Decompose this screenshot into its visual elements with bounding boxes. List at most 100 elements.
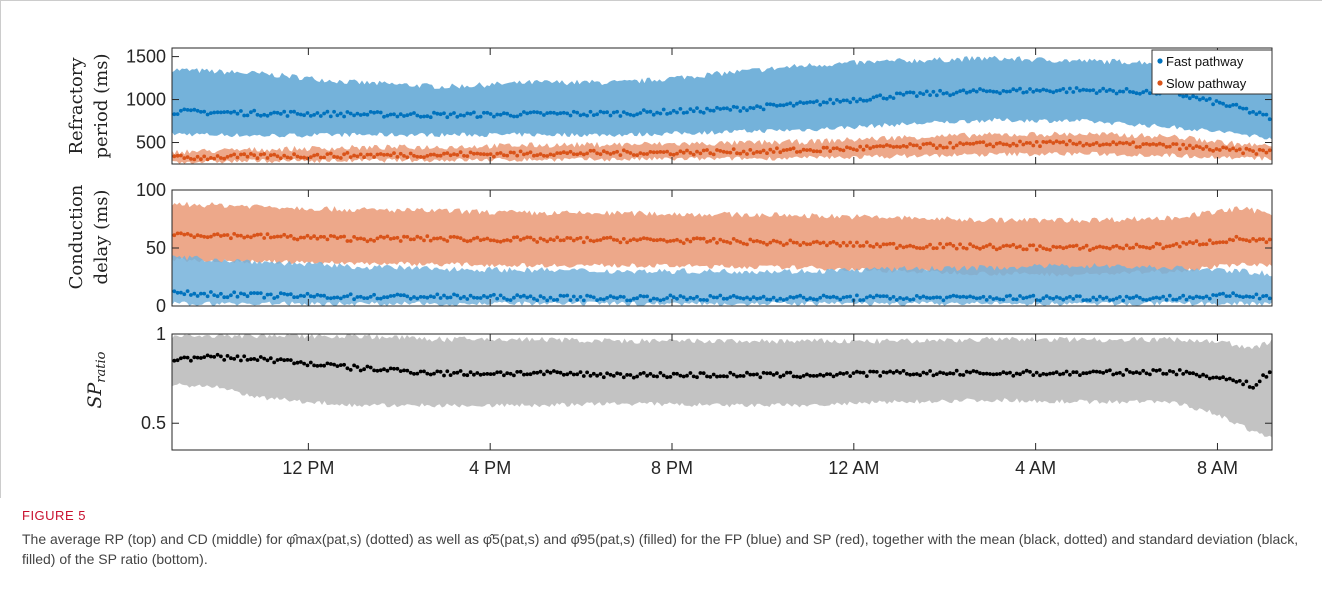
marker-p2-fast-pathway <box>1167 293 1172 298</box>
marker-p1-fast-pathway <box>858 97 863 102</box>
marker-p2-slow-pathway <box>778 240 783 245</box>
marker-p1-fast-pathway <box>338 111 343 116</box>
marker-p2-fast-pathway <box>1221 291 1225 296</box>
marker-p2-fast-pathway <box>252 291 257 295</box>
marker-p2-fast-pathway <box>405 294 410 299</box>
marker-p2-fast-pathway <box>575 297 580 302</box>
marker-p3-sp-ratio <box>478 372 483 377</box>
marker-p3-sp-ratio <box>402 368 406 373</box>
marker-p1-slow-pathway <box>365 152 370 157</box>
marker-p1-fast-pathway <box>1237 105 1242 110</box>
marker-p1-slow-pathway <box>438 153 443 158</box>
marker-p2-fast-pathway <box>1041 296 1046 301</box>
marker-p1-fast-pathway <box>761 107 766 112</box>
marker-p3-sp-ratio <box>718 374 723 379</box>
marker-p1-slow-pathway <box>1167 144 1172 149</box>
marker-p1-slow-pathway <box>681 150 686 155</box>
marker-p1-slow-pathway <box>781 148 786 153</box>
marker-p2-slow-pathway <box>212 232 217 237</box>
marker-p1-slow-pathway <box>1021 142 1026 147</box>
marker-p2-fast-pathway <box>625 298 629 303</box>
marker-p1-slow-pathway <box>941 145 946 150</box>
marker-p1-fast-pathway <box>608 113 613 118</box>
marker-p1-fast-pathway <box>961 88 966 93</box>
marker-p1-fast-pathway <box>1071 90 1076 94</box>
marker-p1-fast-pathway <box>1118 89 1122 94</box>
marker-p2-slow-pathway <box>415 234 420 239</box>
marker-p2-fast-pathway <box>435 292 440 297</box>
marker-p2-slow-pathway <box>635 238 639 243</box>
marker-p2-fast-pathway <box>495 296 500 301</box>
marker-p3-sp-ratio <box>1014 371 1019 376</box>
marker-p1-slow-pathway <box>1201 147 1205 151</box>
marker-p1-slow-pathway <box>718 149 723 153</box>
marker-p1-fast-pathway <box>1058 88 1062 93</box>
marker-p1-fast-pathway <box>229 110 233 115</box>
marker-p1-fast-pathway <box>944 91 949 95</box>
marker-p3-sp-ratio <box>512 373 516 378</box>
marker-p3-sp-ratio <box>841 372 846 376</box>
marker-p2-slow-pathway <box>1227 237 1232 242</box>
marker-p1-fast-pathway <box>898 91 902 96</box>
marker-p2-fast-pathway <box>628 298 633 303</box>
marker-p2-slow-pathway <box>1081 245 1086 250</box>
marker-p1-slow-pathway <box>981 140 986 145</box>
marker-p3-sp-ratio <box>355 365 360 369</box>
marker-p1-fast-pathway <box>998 91 1002 96</box>
marker-p2-fast-pathway <box>505 297 510 302</box>
marker-p2-fast-pathway <box>445 295 450 300</box>
marker-p2-fast-pathway <box>838 297 843 302</box>
marker-p3-sp-ratio <box>1171 370 1176 374</box>
marker-p2-slow-pathway <box>442 237 446 242</box>
marker-p1-fast-pathway <box>1148 91 1152 96</box>
marker-p1-slow-pathway <box>1154 143 1159 147</box>
marker-p1-slow-pathway <box>1234 148 1239 153</box>
marker-p2-fast-pathway <box>478 296 483 300</box>
marker-p1-slow-pathway <box>914 143 919 148</box>
marker-p1-slow-pathway <box>911 143 916 148</box>
marker-p3-sp-ratio <box>545 369 550 374</box>
marker-p1-fast-pathway <box>438 112 443 117</box>
marker-p3-sp-ratio <box>598 372 603 376</box>
marker-p3-sp-ratio <box>209 354 213 359</box>
marker-p2-fast-pathway <box>798 293 803 298</box>
marker-p3-sp-ratio <box>1247 385 1252 389</box>
marker-p1-slow-pathway <box>362 155 366 160</box>
marker-p1-fast-pathway <box>535 110 540 115</box>
marker-p1-slow-pathway <box>555 151 560 156</box>
ytick-label-p3: 1 <box>156 324 166 344</box>
marker-p2-slow-pathway <box>315 236 320 241</box>
marker-p1-slow-pathway <box>585 151 589 156</box>
marker-p2-fast-pathway <box>388 294 393 298</box>
marker-p2-fast-pathway <box>488 294 493 298</box>
marker-p3-sp-ratio <box>1264 375 1269 379</box>
marker-p2-fast-pathway <box>295 295 300 299</box>
marker-p1-fast-pathway <box>435 111 440 116</box>
marker-p3-sp-ratio <box>668 375 673 379</box>
marker-p3-sp-ratio <box>365 364 370 369</box>
marker-p2-slow-pathway <box>591 239 596 244</box>
marker-p2-slow-pathway <box>338 235 343 239</box>
marker-p2-fast-pathway <box>1078 294 1082 299</box>
marker-p1-fast-pathway <box>388 112 393 117</box>
marker-p2-slow-pathway <box>665 239 669 244</box>
marker-p3-sp-ratio <box>262 356 267 361</box>
marker-p1-slow-pathway <box>542 153 546 158</box>
marker-p2-fast-pathway <box>1201 295 1205 300</box>
marker-p2-fast-pathway <box>398 293 403 298</box>
marker-p3-sp-ratio <box>691 374 696 379</box>
marker-p3-sp-ratio <box>1244 379 1249 384</box>
marker-p1-slow-pathway <box>215 154 220 158</box>
marker-p1-fast-pathway <box>1214 99 1219 103</box>
marker-p3-sp-ratio <box>868 369 873 374</box>
marker-p3-sp-ratio <box>1214 375 1219 380</box>
marker-p3-sp-ratio <box>235 354 240 359</box>
marker-p1-slow-pathway <box>1064 142 1069 147</box>
marker-p2-fast-pathway <box>305 291 310 296</box>
marker-p2-slow-pathway <box>262 236 267 240</box>
marker-p3-sp-ratio <box>751 372 756 377</box>
marker-p2-fast-pathway <box>1081 298 1086 303</box>
marker-p1-slow-pathway <box>175 153 180 158</box>
marker-p2-fast-pathway <box>1001 297 1006 302</box>
marker-p2-fast-pathway <box>175 290 180 295</box>
